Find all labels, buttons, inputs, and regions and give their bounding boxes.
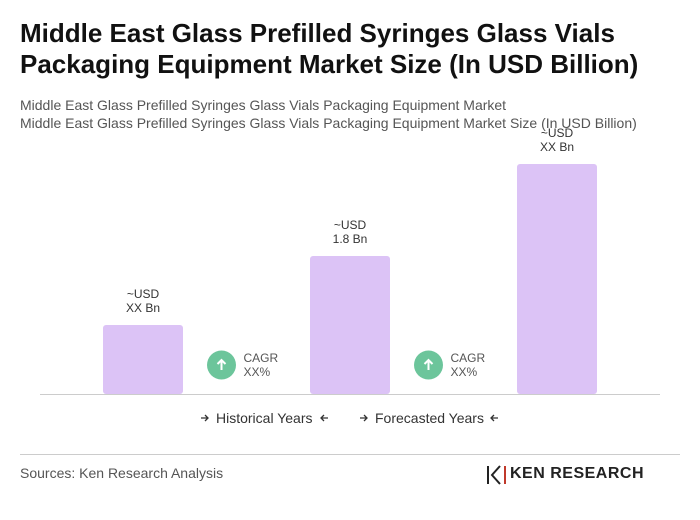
cagr-label: CAGR XX%	[450, 351, 486, 379]
legend-arrows	[201, 414, 498, 422]
value-label: ~USD XX Bn	[539, 126, 575, 154]
source: Sources: Ken Research Analysis	[20, 465, 224, 481]
chart-title: Middle East Glass Prefilled Syringes Gla…	[20, 18, 639, 79]
value-label: ~USD 1.8 Bn	[332, 218, 368, 246]
subtitle: Middle East Glass Prefilled Syringes Gla…	[20, 97, 507, 113]
legend-entry: Historical Years	[216, 410, 313, 426]
value-label: ~USD XX Bn	[125, 287, 161, 315]
logo: KEN RESEARCH	[510, 465, 645, 482]
cagr-arrow	[216, 358, 227, 370]
cagr-label: CAGR XX%	[243, 351, 279, 379]
bar	[103, 325, 183, 394]
subtitle: Middle East Glass Prefilled Syringes Gla…	[20, 115, 637, 131]
bar	[517, 164, 597, 394]
bar	[310, 256, 390, 394]
logo-icon	[487, 465, 506, 485]
legend-entry: Forecasted Years	[375, 410, 484, 426]
cagr-arrow	[423, 358, 434, 370]
